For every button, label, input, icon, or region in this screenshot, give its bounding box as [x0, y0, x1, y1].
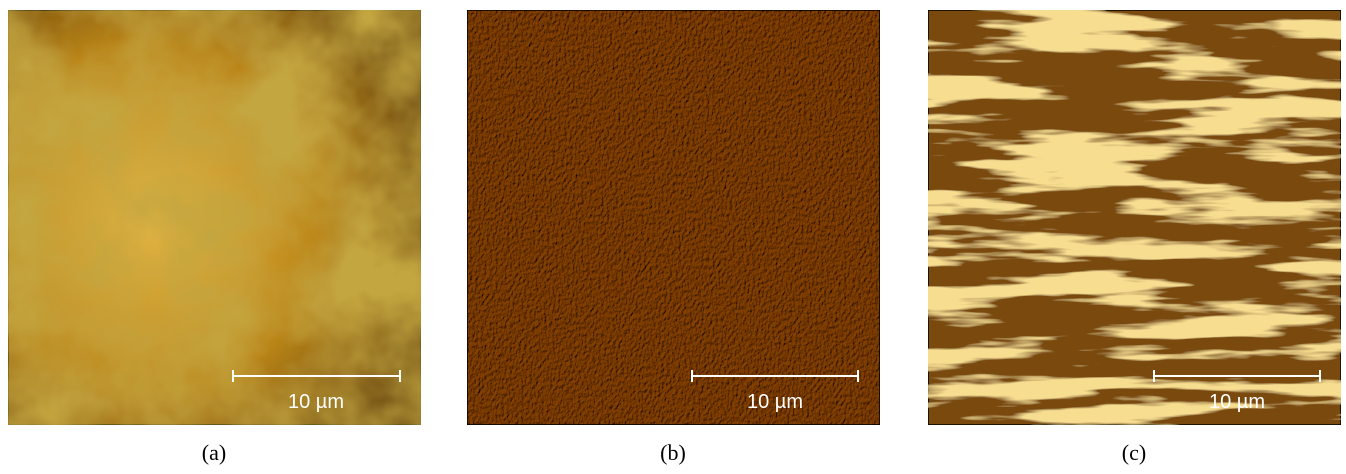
afm-image [467, 10, 880, 425]
scale-bar-label: 10 µm [747, 391, 803, 413]
panel-b: 10 µm (b) [467, 10, 880, 465]
afm-image [8, 10, 421, 425]
panel-a: 10 µm (a) [8, 10, 421, 465]
scale-bar-label: 10 µm [288, 391, 344, 413]
scale-bar-label: 10 µm [1209, 391, 1265, 413]
afm-image [928, 10, 1341, 425]
caption: (c) [1122, 440, 1146, 465]
panel-c: 10 µm (c) [928, 10, 1341, 465]
figure: 10 µm (a) 10 µm (b) 10 µm (c) [0, 0, 1346, 474]
caption: (a) [202, 440, 226, 465]
caption: (b) [660, 440, 686, 465]
